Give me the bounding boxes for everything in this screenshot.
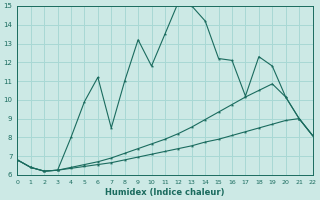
X-axis label: Humidex (Indice chaleur): Humidex (Indice chaleur) xyxy=(105,188,225,197)
